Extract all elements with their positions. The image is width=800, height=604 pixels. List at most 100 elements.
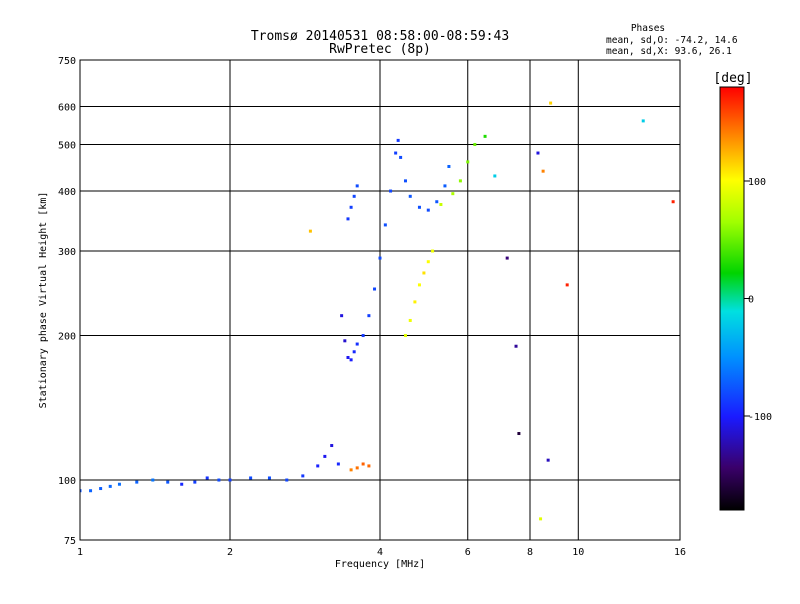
data-point <box>343 339 347 343</box>
data-point <box>389 189 393 193</box>
data-point <box>330 444 334 448</box>
data-point <box>336 462 340 466</box>
y-tick-label: 75 <box>64 536 76 547</box>
data-point <box>383 223 387 227</box>
x-tick-label: 16 <box>674 547 686 558</box>
stats-line-o: mean, sd,O: -74.2, 14.6 <box>606 35 738 46</box>
y-tick-label: 300 <box>58 247 76 258</box>
data-point <box>217 478 221 482</box>
data-point <box>316 464 320 468</box>
data-point <box>301 474 305 478</box>
plot-frame <box>79 59 681 541</box>
data-point <box>435 200 439 204</box>
colorbar-tick-label: 0 <box>748 295 754 306</box>
data-point <box>352 194 356 198</box>
data-point <box>541 169 545 173</box>
data-point <box>151 478 155 482</box>
data-point <box>447 164 451 168</box>
x-tick-label: 1 <box>77 547 83 558</box>
data-point <box>367 464 371 468</box>
data-point <box>458 179 462 183</box>
data-point <box>117 482 121 486</box>
data-point <box>373 287 377 291</box>
data-point <box>349 358 353 362</box>
data-point <box>249 476 253 480</box>
y-tick-label: 750 <box>58 56 76 67</box>
stats-heading: Phases <box>631 23 665 34</box>
colorbar-tick-label: -100 <box>748 412 772 423</box>
data-point <box>361 334 365 338</box>
data-point <box>426 208 430 212</box>
data-point <box>89 489 93 493</box>
data-point <box>355 184 359 188</box>
data-point <box>536 151 540 155</box>
data-point <box>408 318 412 322</box>
data-point <box>466 160 470 164</box>
data-point <box>539 517 543 521</box>
data-point <box>135 480 139 484</box>
data-point <box>396 138 400 142</box>
data-point <box>308 229 312 233</box>
data-point <box>340 314 344 318</box>
colorbar <box>719 86 745 511</box>
data-point <box>431 249 435 253</box>
data-point <box>267 476 271 480</box>
x-tick-label: 4 <box>377 547 383 558</box>
grid <box>79 60 681 540</box>
data-point <box>443 184 447 188</box>
data-point <box>549 101 553 105</box>
data-point <box>349 205 353 209</box>
data-point <box>180 482 184 486</box>
chart-title: Tromsø 20140531 08:58:00-08:59:43 <box>251 29 509 44</box>
y-tick-label: 100 <box>58 476 76 487</box>
x-tick-label: 10 <box>572 547 584 558</box>
data-point <box>413 300 417 304</box>
data-point <box>346 355 350 359</box>
data-point <box>108 484 112 488</box>
data-point <box>355 466 359 470</box>
data-point <box>426 260 430 264</box>
data-point <box>546 458 550 462</box>
data-points <box>80 101 675 521</box>
data-point <box>422 271 426 275</box>
stats-line-x: mean, sd,X: 93.6, 26.1 <box>606 46 732 57</box>
data-point <box>378 256 382 260</box>
colorbar-tick-label: 100 <box>748 177 766 188</box>
data-point <box>403 179 407 183</box>
data-point <box>417 283 421 287</box>
data-point <box>323 454 327 458</box>
data-point <box>193 480 197 484</box>
data-point <box>439 202 443 206</box>
data-point <box>349 468 353 472</box>
y-axis-ticks: 750 600 500 400 300 200 100 75 <box>58 56 76 547</box>
x-tick-label: 2 <box>227 547 233 558</box>
data-point <box>417 205 421 209</box>
data-point <box>403 334 407 338</box>
data-point <box>408 194 412 198</box>
data-point <box>166 480 170 484</box>
data-point <box>80 489 82 493</box>
y-axis-label: Stationary phase Virtual Height [km] <box>38 192 49 409</box>
data-point <box>493 174 497 178</box>
data-point <box>671 200 675 204</box>
data-point <box>99 487 103 491</box>
data-point <box>451 192 455 196</box>
data-point <box>399 155 403 159</box>
data-point <box>355 342 359 346</box>
data-point <box>514 344 518 348</box>
x-axis-label: Frequency [MHz] <box>335 559 425 570</box>
data-point <box>641 119 645 123</box>
data-point <box>361 462 365 466</box>
data-point <box>352 350 356 354</box>
data-point <box>205 476 209 480</box>
y-tick-label: 200 <box>58 332 76 343</box>
y-tick-label: 500 <box>58 141 76 152</box>
x-axis-ticks: 1 2 4 6 8 10 16 <box>77 547 686 558</box>
data-point <box>367 314 371 318</box>
data-point <box>473 143 477 147</box>
x-tick-label: 6 <box>465 547 471 558</box>
data-point <box>565 283 569 287</box>
data-point <box>483 134 487 138</box>
colorbar-ticks: 100 0 -100 <box>744 177 772 423</box>
